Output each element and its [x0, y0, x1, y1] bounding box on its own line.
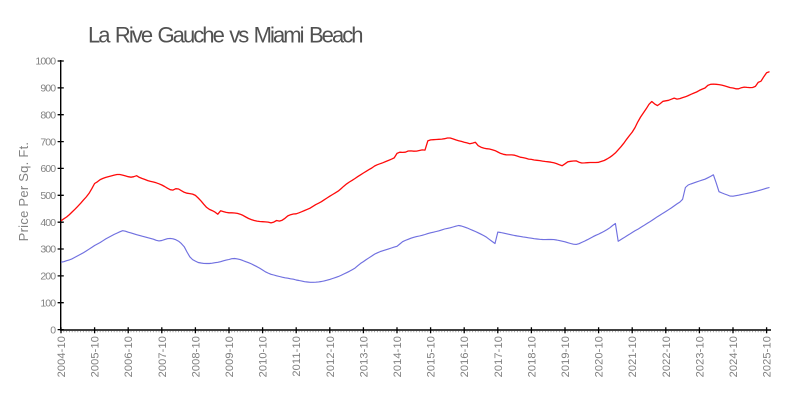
- svg-text:2024-10: 2024-10: [728, 336, 740, 377]
- svg-text:2004-10: 2004-10: [56, 336, 68, 377]
- svg-text:900: 900: [40, 83, 56, 95]
- svg-text:2018-10: 2018-10: [526, 336, 538, 377]
- svg-text:2010-10: 2010-10: [258, 336, 270, 377]
- svg-text:600: 600: [40, 163, 56, 175]
- svg-text:2012-10: 2012-10: [325, 336, 337, 377]
- svg-text:2014-10: 2014-10: [392, 336, 404, 377]
- svg-text:2005-10: 2005-10: [90, 336, 102, 377]
- svg-text:2025-10: 2025-10: [762, 336, 774, 377]
- svg-text:2015-10: 2015-10: [426, 336, 438, 377]
- svg-text:300: 300: [40, 244, 56, 256]
- svg-text:2023-10: 2023-10: [694, 336, 706, 377]
- svg-text:2006-10: 2006-10: [123, 336, 135, 377]
- svg-text:2017-10: 2017-10: [493, 336, 505, 377]
- svg-text:2008-10: 2008-10: [190, 336, 202, 377]
- svg-text:2022-10: 2022-10: [661, 336, 673, 377]
- svg-text:100: 100: [40, 297, 56, 309]
- svg-text:200: 200: [40, 271, 56, 283]
- svg-text:2007-10: 2007-10: [157, 336, 169, 377]
- svg-text:Price Per Sq. Ft.: Price Per Sq. Ft.: [16, 142, 31, 242]
- svg-text:La Rive Gauche vs Miami Beach: La Rive Gauche vs Miami Beach: [88, 23, 362, 48]
- svg-text:2009-10: 2009-10: [224, 336, 236, 377]
- svg-text:0: 0: [50, 324, 56, 336]
- svg-text:400: 400: [40, 217, 56, 229]
- svg-text:2016-10: 2016-10: [459, 336, 471, 377]
- svg-text:2011-10: 2011-10: [291, 336, 303, 377]
- svg-text:2019-10: 2019-10: [560, 336, 572, 377]
- svg-text:2013-10: 2013-10: [358, 336, 370, 377]
- svg-text:1000: 1000: [35, 56, 56, 68]
- svg-text:500: 500: [40, 190, 56, 202]
- svg-text:700: 700: [40, 136, 56, 148]
- svg-text:2021-10: 2021-10: [627, 336, 639, 377]
- svg-text:2020-10: 2020-10: [594, 336, 606, 377]
- svg-text:800: 800: [40, 109, 56, 121]
